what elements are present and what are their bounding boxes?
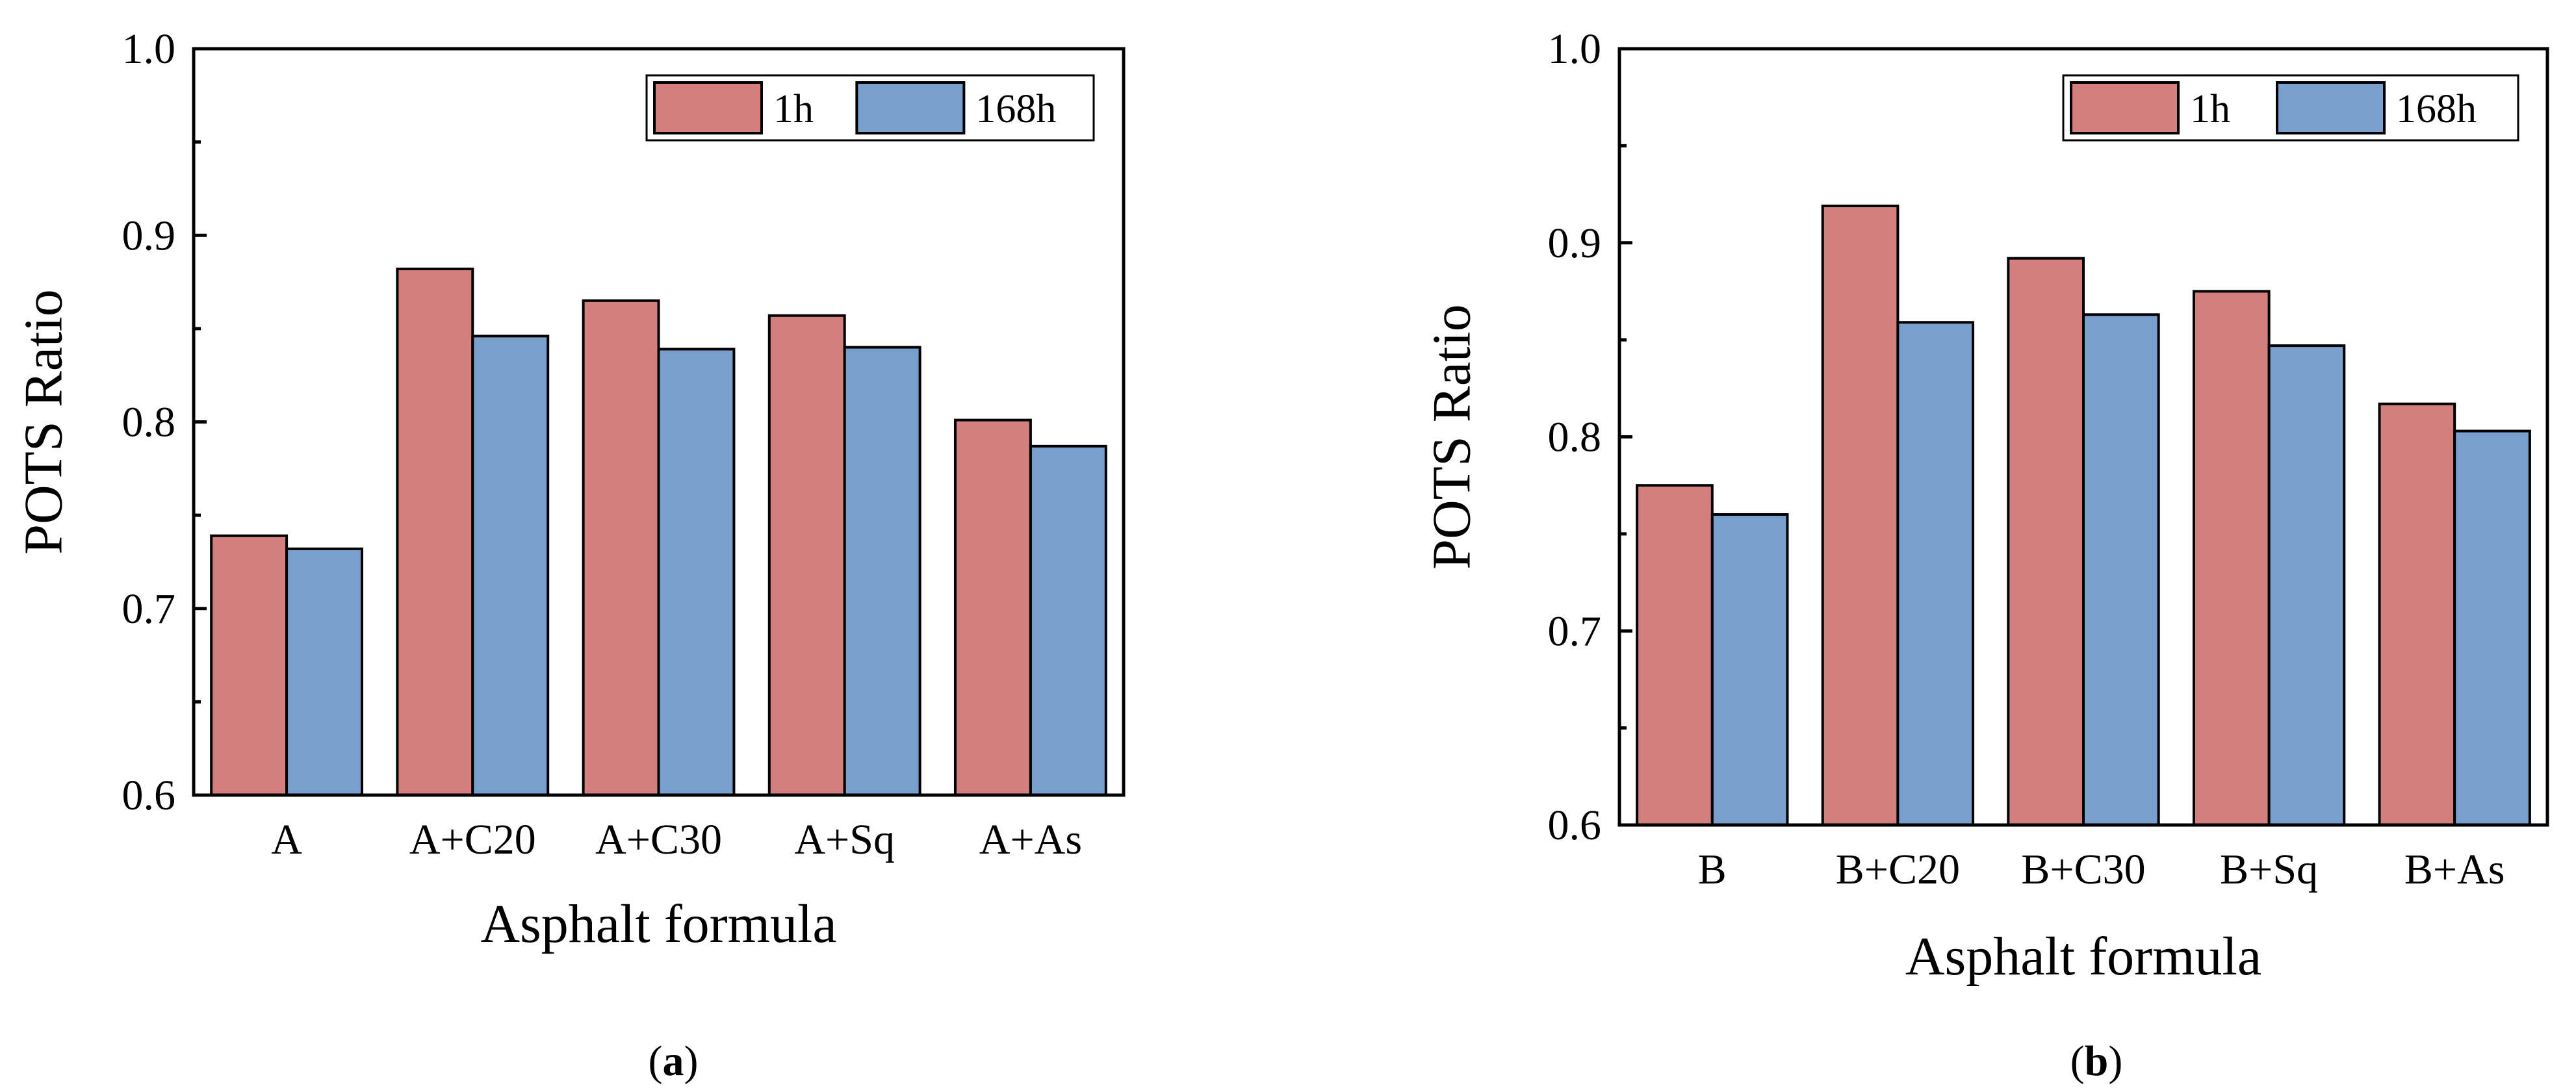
chart-b-legend-label-1h: 1h [2190, 87, 2230, 131]
chart-b-bar-1h-3 [2007, 257, 2085, 826]
chart-a-bar-168h-3 [657, 348, 736, 796]
chart-a-ytick-label-3: 0.8 [122, 399, 176, 446]
chart-a-bar-168h-1 [285, 547, 364, 797]
chart-b-xtick-label-4: B+Sq [2220, 846, 2318, 893]
caption-a-letter: a [663, 1037, 684, 1085]
chart-a-xtick-label-1: A [271, 816, 302, 863]
caption-b-open: ( [2070, 1037, 2085, 1085]
chart-b-ytick-label-4: 0.9 [1548, 220, 1602, 267]
caption-b-close: ) [2108, 1037, 2122, 1085]
chart-b-xtick-label-1: B [1698, 846, 1727, 893]
chart-a-bar-168h-4 [843, 346, 921, 796]
chart-a-legend-swatch-168h [855, 81, 966, 134]
chart-b-xtick-label-5: B+As [2404, 846, 2505, 893]
caption-a: (a) [649, 1037, 699, 1085]
chart-a-ytick-label-4: 0.9 [122, 212, 176, 259]
chart-a-bar-1h-5 [953, 418, 1032, 796]
chart-b-bar-1h-2 [1821, 204, 1900, 826]
chart-a-xtick-label-3: A+C30 [595, 816, 722, 863]
chart-b-bar-168h-3 [2082, 313, 2160, 827]
chart-b-xtick-label-3: B+C30 [2021, 846, 2145, 893]
chart-a-bar-168h-5 [1029, 444, 1107, 796]
chart-b-legend-swatch-1h [2070, 81, 2180, 134]
chart-b-bar-168h-4 [2267, 344, 2346, 826]
chart-a-xtick-label-4: A+Sq [794, 816, 895, 863]
chart-a-ytick-label-1: 0.6 [122, 772, 176, 819]
chart-a-bar-1h-3 [582, 299, 660, 797]
caption-b: (b) [2070, 1037, 2123, 1085]
chart-b-legend-label-168h: 168h [2396, 87, 2477, 131]
chart-a-legend-label-1h: 1h [773, 87, 814, 131]
chart-a-ytick-label-2: 0.7 [122, 585, 176, 633]
chart-b-bar-168h-5 [2453, 429, 2531, 826]
caption-b-letter: b [2085, 1037, 2109, 1085]
chart-a-ylabel: POTS Ratio [13, 289, 73, 554]
caption-a-open: ( [649, 1037, 663, 1085]
chart-a-xtick-label-5: A+As [979, 816, 1082, 863]
chart-a-bar-1h-4 [767, 314, 846, 796]
chart-b-bar-1h-4 [2192, 290, 2271, 826]
chart-b-bar-168h-1 [1710, 513, 1789, 826]
chart-b-ytick-label-3: 0.8 [1548, 414, 1602, 461]
chart-a-xlabel: Asphalt formula [480, 894, 836, 954]
chart-b-xlabel: Asphalt formula [1905, 926, 2261, 987]
chart-a-legend-swatch-1h [653, 81, 763, 134]
chart-b-xtick-label-2: B+C20 [1836, 846, 1960, 893]
caption-a-close: ) [684, 1037, 699, 1085]
chart-a-ytick-label-5: 1.0 [122, 25, 176, 73]
chart-b-legend-swatch-168h [2276, 81, 2386, 134]
chart-a-bar-1h-2 [396, 267, 474, 796]
chart-b-ytick-label-2: 0.7 [1548, 607, 1602, 655]
chart-a-bar-1h-1 [210, 534, 289, 796]
chart-a-xtick-label-2: A+C20 [409, 816, 536, 863]
chart-panel-a: A A+C20 A+C30 A+Sq A+As 0.6 0.7 0.8 0.9 1.0 POTS R… [13, 25, 1126, 954]
chart-a-bar-168h-2 [471, 335, 550, 796]
chart-b-ytick-label-5: 1.0 [1548, 25, 1602, 73]
chart-panel-b: B B+C20 B+C30 B+Sq B+As 0.6 0.7 0.8 0.9 1.0 POTS R… [1421, 25, 2549, 987]
chart-b-bar-1h-1 [1636, 484, 1714, 826]
chart-b-ylabel: POTS Ratio [1421, 304, 1482, 569]
chart-a-legend-label-168h: 168h [975, 87, 1056, 131]
chart-b-bar-168h-2 [1896, 321, 1975, 826]
chart-b-ytick-label-1: 0.6 [1548, 802, 1602, 849]
chart-b-bar-1h-5 [2378, 402, 2456, 826]
